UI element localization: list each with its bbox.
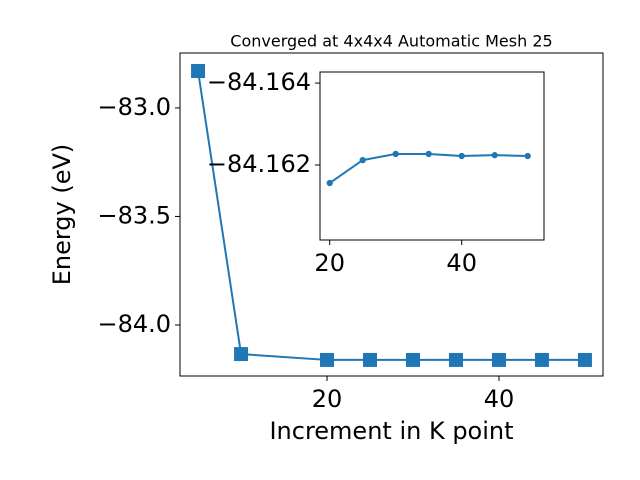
x-tick-label: 40 (484, 385, 515, 413)
y-tick-label: −84.0 (97, 310, 171, 338)
marker (405, 352, 420, 367)
y-tick-label: −84.164 (207, 68, 311, 96)
marker (320, 352, 335, 367)
marker (524, 152, 531, 160)
marker (491, 152, 498, 159)
marker (234, 347, 249, 362)
x-tick-label: 20 (312, 385, 343, 413)
marker (448, 352, 463, 367)
marker (359, 156, 366, 164)
marker (425, 150, 432, 158)
x-tick-label: 40 (446, 249, 477, 277)
chart-title: Converged at 4x4x4 Automatic Mesh 25 (230, 32, 552, 51)
y-tick-label: −83.0 (97, 93, 171, 121)
marker (392, 150, 399, 158)
marker (534, 352, 549, 367)
marker (491, 352, 506, 367)
y-tick-label: −83.5 (97, 201, 171, 229)
marker (363, 352, 378, 367)
marker (326, 179, 333, 187)
x-tick-label: 20 (314, 249, 345, 277)
x-axis-label: Increment in K point (269, 417, 513, 445)
marker (577, 352, 592, 367)
marker (458, 152, 465, 160)
y-tick-label: −84.162 (207, 150, 311, 178)
y-axis-label: Energy (eV) (48, 144, 76, 286)
marker (191, 64, 206, 79)
